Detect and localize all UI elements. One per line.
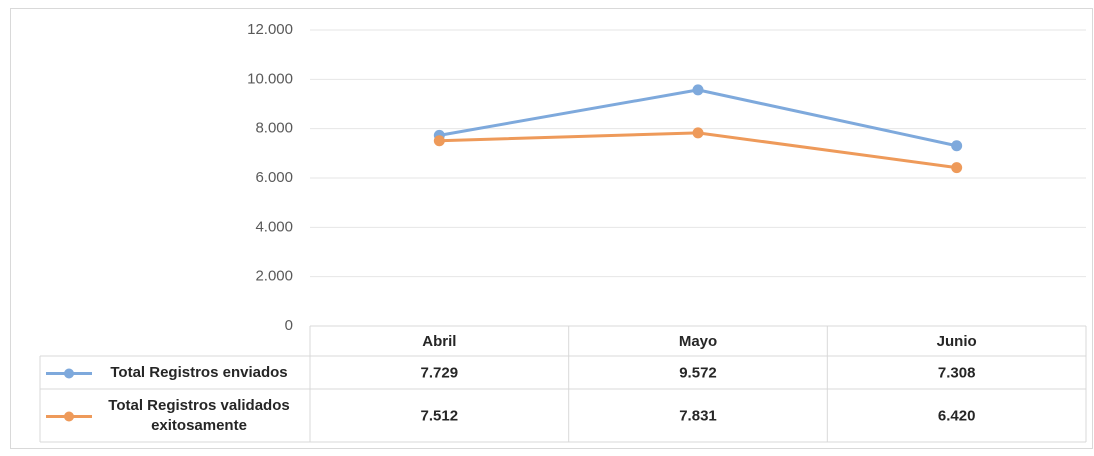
- table-value: 7.831: [679, 407, 717, 424]
- legend-marker: [64, 411, 74, 422]
- legend-label: Total Registros enviados: [110, 363, 288, 381]
- table-value: 7.308: [938, 364, 976, 381]
- table-value: 6.420: [938, 407, 976, 424]
- legend-label-box: Total Registros validados exitosamente: [108, 396, 290, 434]
- table-value: 7.512: [421, 407, 459, 424]
- y-tick-label: 10.000: [247, 70, 293, 87]
- point: [951, 140, 963, 152]
- point: [692, 84, 704, 96]
- table-value: 7.729: [421, 364, 459, 381]
- point: [692, 127, 704, 139]
- point: [951, 162, 963, 174]
- x-tick-label: Junio: [937, 333, 977, 350]
- legend-label: Total Registros validados exitosamente: [108, 396, 290, 434]
- point: [433, 135, 445, 147]
- y-tick-label: 4.000: [255, 218, 293, 235]
- legend-label-box: Total Registros enviados: [110, 363, 288, 381]
- table-value: 9.572: [679, 364, 717, 381]
- x-tick-label: Abril: [422, 333, 456, 350]
- y-tick-label: 6.000: [255, 169, 293, 186]
- y-tick-label: 0: [285, 317, 293, 334]
- chart-frame: [10, 8, 1093, 449]
- y-tick-label: 2.000: [255, 268, 293, 285]
- y-tick-label: 8.000: [255, 120, 293, 137]
- y-tick-label: 12.000: [247, 21, 293, 38]
- x-tick-label: Mayo: [679, 333, 717, 350]
- legend-marker: [64, 368, 74, 379]
